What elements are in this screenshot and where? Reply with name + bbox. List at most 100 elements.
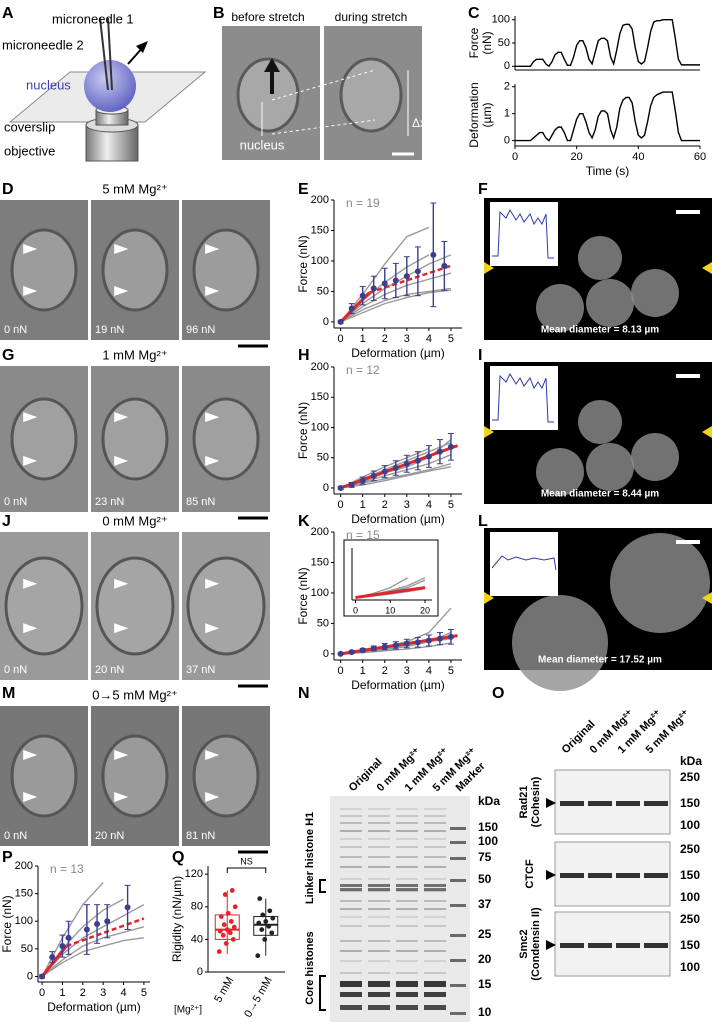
mean-point <box>83 926 90 933</box>
nucleus <box>631 269 679 317</box>
arrowhead <box>114 455 129 466</box>
x-tick-label: 3 <box>100 987 106 999</box>
x-tick-label: 1 <box>360 499 366 511</box>
mean-point <box>348 649 355 656</box>
panel-label: O <box>492 685 504 702</box>
panel-label: F <box>478 181 488 198</box>
cell <box>101 734 169 818</box>
marker-label: 150 <box>680 796 700 810</box>
panel-label: I <box>478 347 482 364</box>
cell <box>101 397 169 481</box>
y-tick-label: 100 <box>311 255 329 267</box>
marker-label: 37 <box>478 897 492 911</box>
cell <box>4 556 84 656</box>
mean-point <box>337 650 344 657</box>
fit-line <box>66 917 145 948</box>
arrowhead <box>546 940 556 950</box>
point <box>267 908 273 914</box>
force-label: 37 nN <box>186 664 215 676</box>
band <box>450 841 466 844</box>
mean-point <box>381 468 388 475</box>
x-axis-label: Deformation (µm) <box>47 1000 141 1014</box>
band <box>424 846 446 848</box>
bracket <box>319 879 326 893</box>
band <box>424 908 446 910</box>
marker-label: 150 <box>680 938 700 952</box>
band <box>396 822 418 824</box>
band <box>340 888 362 891</box>
panel-label: C <box>468 5 480 22</box>
arrowhead <box>114 623 129 634</box>
force-label: 0 nN <box>4 664 27 676</box>
point <box>259 927 265 932</box>
x-tick-label: 20 <box>420 605 430 615</box>
cell <box>192 397 260 481</box>
annotation: n = 13 <box>50 862 84 876</box>
mean-point <box>49 954 56 961</box>
band <box>424 950 446 952</box>
band <box>424 884 446 887</box>
mean-point <box>65 934 72 941</box>
mean-point <box>414 639 421 646</box>
point <box>227 930 233 936</box>
point <box>230 936 236 942</box>
y-axis-label: Rigidity (nN/µm) <box>170 876 184 962</box>
point <box>232 904 238 910</box>
row-title: 0 mM Mg²⁺ <box>102 513 167 528</box>
mean-point <box>104 918 111 925</box>
panel-label: P <box>2 849 13 866</box>
mean-point <box>436 635 443 642</box>
mean-point <box>430 251 437 258</box>
nucleus <box>586 443 634 491</box>
x-tick-label: 2 <box>80 987 86 999</box>
y-axis-label: Force (nN) <box>296 235 310 292</box>
band <box>424 830 446 832</box>
mean-point <box>381 280 388 287</box>
x-tick-label: 2 <box>382 333 388 345</box>
y-tick-label: 200 <box>311 526 329 538</box>
band <box>340 884 362 887</box>
band <box>396 940 418 942</box>
cell <box>10 228 78 312</box>
point <box>224 927 230 932</box>
x-tick-label: 2 <box>382 499 388 511</box>
band <box>396 908 418 910</box>
marker-label: 100 <box>680 960 700 974</box>
diagram-label: microneedle 2 <box>2 37 84 52</box>
marker-label: 250 <box>680 912 700 926</box>
band <box>368 866 390 868</box>
diagram-label: objective <box>4 143 55 158</box>
y-tick-label: 0 <box>27 970 33 982</box>
band <box>450 984 466 987</box>
band <box>424 972 446 974</box>
x-axis-label: Deformation (µm) <box>351 346 445 360</box>
fit-line <box>368 264 452 294</box>
arrowhead <box>205 792 220 802</box>
mean-point <box>359 647 366 654</box>
band <box>588 873 612 878</box>
diagram-label: microneedle 1 <box>52 11 134 26</box>
cell <box>192 228 260 312</box>
band <box>424 940 446 942</box>
band <box>450 879 466 882</box>
band <box>340 992 362 997</box>
band <box>396 925 418 927</box>
trace <box>340 226 430 323</box>
x-tick-label: 40 <box>632 151 644 163</box>
arrowhead <box>205 244 220 254</box>
mean-point <box>414 457 421 464</box>
cell <box>10 397 78 481</box>
panel-label: G <box>2 347 14 364</box>
panel-label: J <box>2 513 11 530</box>
annotation: n = 12 <box>346 363 380 377</box>
band <box>396 960 418 962</box>
trace <box>340 466 452 489</box>
arrowhead <box>23 750 38 760</box>
y-tick-label: 150 <box>311 556 329 568</box>
panel-label: H <box>298 347 310 364</box>
band <box>368 916 390 918</box>
mean-point <box>59 943 66 950</box>
dash <box>271 119 376 135</box>
point <box>263 919 269 924</box>
